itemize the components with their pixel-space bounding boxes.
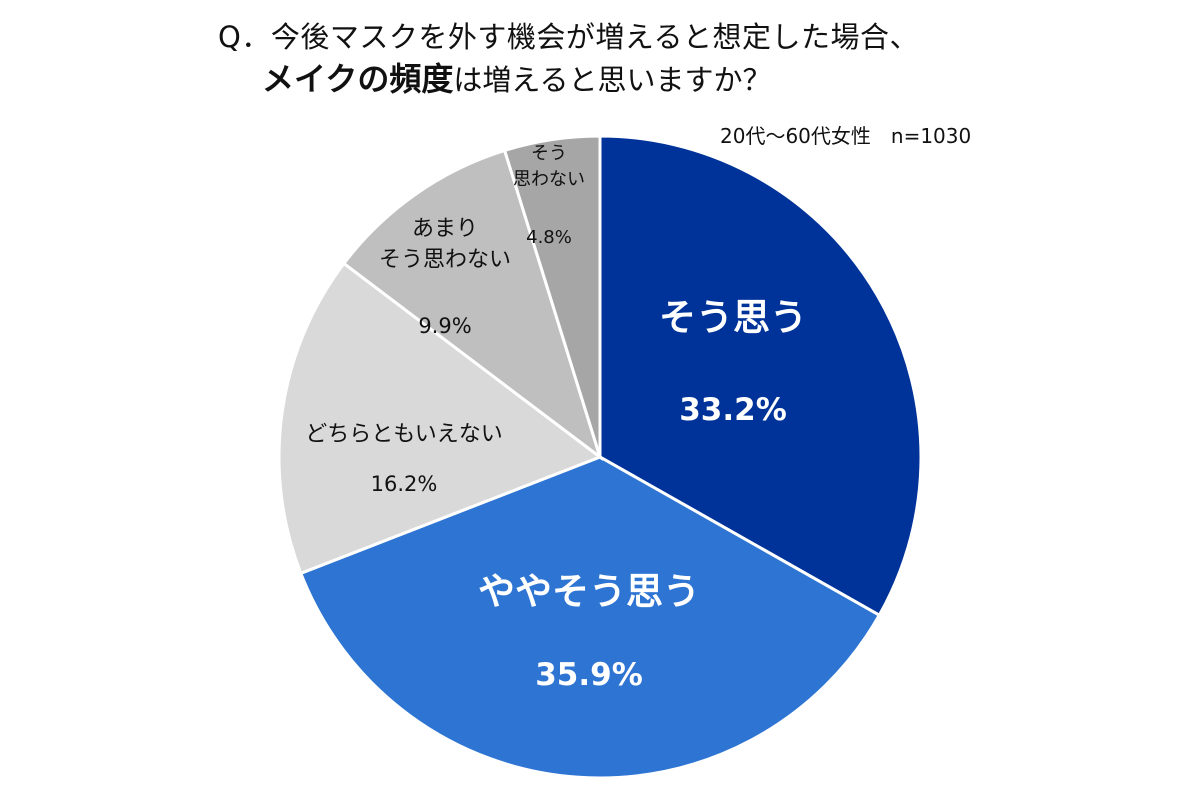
slice-label-somewhat-agree: ややそう思う [478, 570, 700, 613]
question-title-line2: メイクの頻度は増えると思いますか？ [262, 54, 772, 100]
slice-value-agree: 33.2% [679, 392, 787, 428]
pie-slices [277, 134, 923, 780]
slice-value-neutral: 16.2% [371, 472, 438, 496]
question-title-line1: Q．今後マスクを外す機会が増えると想定した場合、 [218, 20, 919, 54]
sample-note: 20代～60代女性 n=1030 [720, 124, 972, 148]
question-emphasis: メイクの頻度 [262, 60, 454, 98]
slice-value-disagree: 4.8% [526, 227, 572, 248]
pie-slice-agree [598, 134, 923, 618]
pie-slice-somewhat-disagree [341, 148, 603, 462]
pie-slice-somewhat-agree [298, 455, 882, 780]
slice-label-neutral: どちらともいえない [305, 422, 503, 447]
slice-value-somewhat-agree: 35.9% [535, 657, 643, 693]
slice-label-somewhat-disagree: あまりそう思わない [379, 217, 511, 273]
pie-slice-disagree [502, 134, 602, 458]
slice-value-somewhat-disagree: 9.9% [418, 314, 471, 338]
slice-label-agree: そう思う [659, 296, 807, 339]
slice-label-disagree: そう思わない [513, 143, 585, 190]
pie-labels: そう思う 33.2% ややそう思う 35.9% どちらともいえない 16.2% あまりそう思… [305, 143, 807, 693]
pie-slice-neutral [277, 261, 604, 576]
question-title-rest: は増えると思いますか？ [453, 63, 772, 97]
